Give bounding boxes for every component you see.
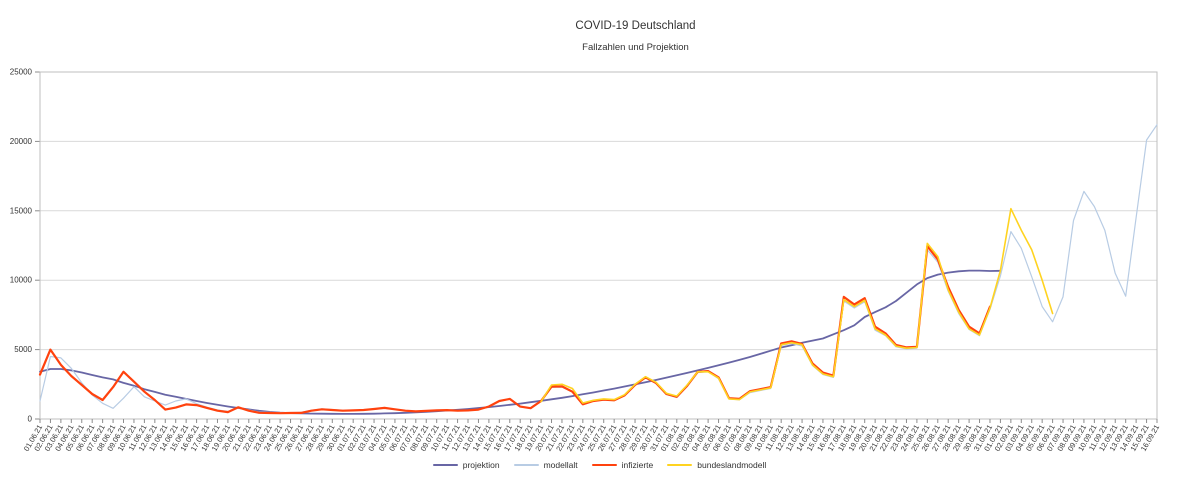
y-axis-label: 15000 <box>10 206 33 215</box>
legend-swatch-projektion <box>432 464 458 466</box>
legend-swatch-infizierte <box>591 463 617 467</box>
y-axis-label: 20000 <box>10 137 33 146</box>
legend-label: modellalt <box>543 460 578 470</box>
y-axis-label: 10000 <box>10 276 33 285</box>
legend-item-bundeslandmodell: bundeslandmodell <box>667 460 766 470</box>
legend-swatch-modellalt <box>513 464 539 466</box>
series-line-modellalt <box>39 124 1158 414</box>
series-line-bundeslandmodell <box>540 207 1054 404</box>
series-line-projektion <box>39 269 1002 415</box>
legend-item-modellalt: modellalt <box>513 460 578 470</box>
legend-label: bundeslandmodell <box>697 460 767 470</box>
chart-header: COVID-19 Deutschland Fallzahlen und Proj… <box>36 20 1199 53</box>
legend-label: projektion <box>462 460 500 470</box>
plot-frame <box>39 71 1158 420</box>
series-line-infizierte <box>38 245 992 415</box>
legend-label: infizierte <box>621 460 654 470</box>
plot-area: 050001000015000200002500001.06.2102.06.2… <box>10 68 1161 453</box>
chart-title: COVID-19 Deutschland <box>575 20 696 32</box>
chart-subtitle: Fallzahlen und Projektion <box>582 42 689 53</box>
y-axis-label: 0 <box>28 415 33 424</box>
legend-item-infizierte: infizierte <box>591 460 654 470</box>
legend-item-projektion: projektion <box>432 460 500 470</box>
legend: projektion modellalt infizierte bundeslandm… <box>0 460 1199 470</box>
legend-swatch-bundeslandmodell <box>667 464 693 466</box>
y-axis-label: 25000 <box>10 68 33 77</box>
y-axis-label: 5000 <box>14 345 32 354</box>
